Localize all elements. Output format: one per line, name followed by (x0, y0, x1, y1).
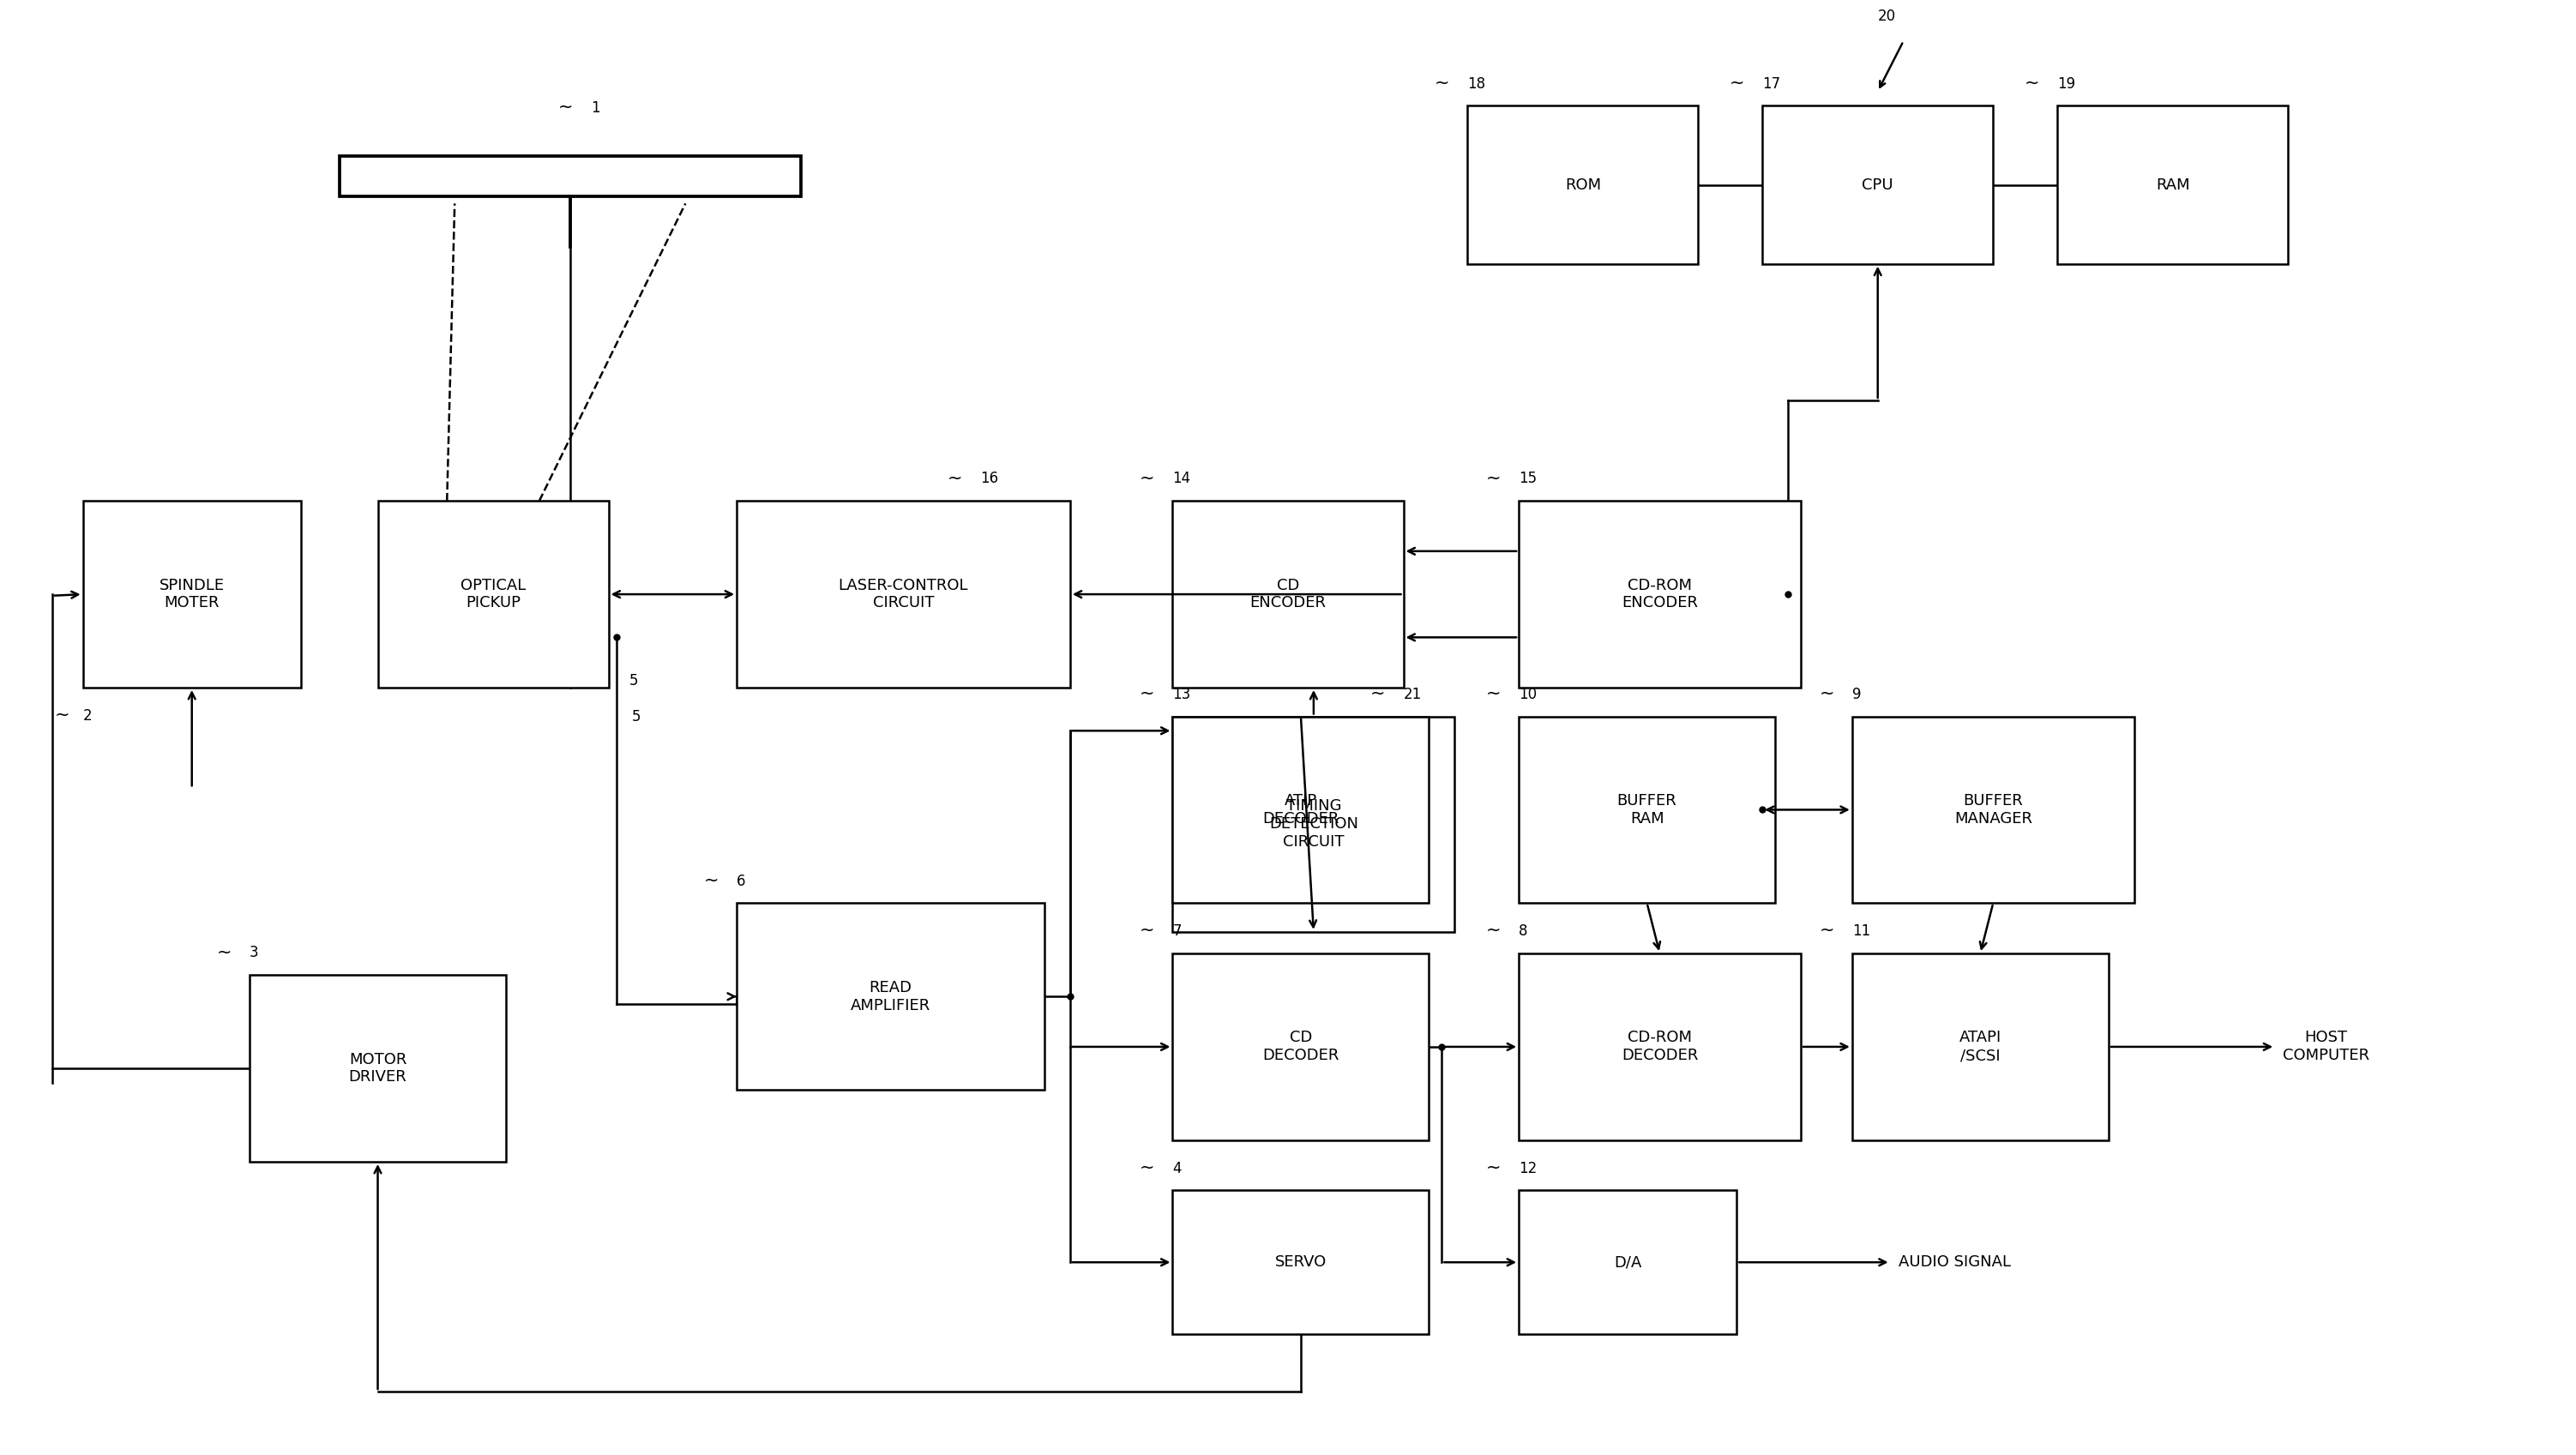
Text: ~: ~ (1139, 922, 1154, 938)
Text: 7: 7 (1172, 924, 1182, 938)
FancyBboxPatch shape (1520, 716, 1775, 904)
Text: MOTOR
DRIVER: MOTOR DRIVER (348, 1052, 407, 1085)
Text: OPTICAL
PICKUP: OPTICAL PICKUP (461, 578, 526, 611)
Text: ~: ~ (556, 99, 572, 116)
Text: 10: 10 (1520, 687, 1538, 701)
Text: AUDIO SIGNAL: AUDIO SIGNAL (1899, 1254, 2012, 1270)
Text: 3: 3 (250, 946, 258, 960)
Text: ~: ~ (1819, 685, 1834, 701)
Text: 1: 1 (590, 100, 600, 116)
FancyBboxPatch shape (82, 501, 301, 688)
Text: ~: ~ (1728, 74, 1744, 92)
Text: 11: 11 (1852, 924, 1870, 938)
FancyBboxPatch shape (1852, 953, 2110, 1141)
Text: CPU: CPU (1862, 178, 1893, 192)
FancyBboxPatch shape (1520, 501, 1801, 688)
Text: 14: 14 (1172, 471, 1190, 486)
Text: ~: ~ (216, 943, 232, 960)
Text: READ
AMPLIFIER: READ AMPLIFIER (850, 979, 930, 1013)
Text: RAM: RAM (2156, 178, 2190, 192)
FancyBboxPatch shape (1172, 1190, 1430, 1334)
Text: ~: ~ (1486, 470, 1502, 486)
Text: 5: 5 (631, 709, 641, 725)
Text: 16: 16 (981, 471, 999, 486)
FancyBboxPatch shape (1172, 953, 1430, 1141)
FancyBboxPatch shape (2058, 106, 2287, 263)
Text: ~: ~ (1819, 922, 1834, 938)
Text: SERVO: SERVO (1275, 1254, 1327, 1270)
Text: TIMING
DETECTION
CIRCUIT: TIMING DETECTION CIRCUIT (1270, 799, 1358, 850)
Text: CD
DECODER: CD DECODER (1262, 1030, 1340, 1064)
FancyBboxPatch shape (1520, 953, 1801, 1141)
Text: D/A: D/A (1613, 1254, 1641, 1270)
Text: 21: 21 (1404, 687, 1422, 701)
Text: 13: 13 (1172, 687, 1190, 701)
Text: ROM: ROM (1564, 178, 1600, 192)
FancyBboxPatch shape (1172, 716, 1430, 904)
Text: ~: ~ (948, 470, 963, 486)
Text: 18: 18 (1468, 76, 1486, 92)
FancyBboxPatch shape (1172, 716, 1455, 931)
Text: SPINDLE
MOTER: SPINDLE MOTER (160, 578, 224, 611)
FancyBboxPatch shape (737, 904, 1043, 1090)
Text: 17: 17 (1762, 76, 1780, 92)
Text: 20: 20 (1878, 9, 1896, 23)
Text: ~: ~ (1139, 1160, 1154, 1176)
Text: 15: 15 (1520, 471, 1538, 486)
Text: ~: ~ (2025, 74, 2040, 92)
FancyBboxPatch shape (1762, 106, 1994, 263)
Text: 8: 8 (1520, 924, 1528, 938)
Text: ~: ~ (1486, 685, 1502, 701)
Text: ~: ~ (1486, 922, 1502, 938)
Text: ~: ~ (1139, 470, 1154, 486)
FancyBboxPatch shape (737, 501, 1069, 688)
Text: 6: 6 (737, 873, 744, 889)
Text: CD
ENCODER: CD ENCODER (1249, 578, 1327, 611)
FancyBboxPatch shape (340, 156, 801, 196)
FancyBboxPatch shape (250, 975, 505, 1161)
Text: ~: ~ (1370, 685, 1386, 701)
Text: HOST
COMPUTER: HOST COMPUTER (2282, 1030, 2370, 1064)
Text: 2: 2 (82, 709, 93, 723)
Text: 9: 9 (1852, 687, 1860, 701)
Text: ~: ~ (1486, 1160, 1502, 1176)
Text: ~: ~ (54, 707, 70, 723)
Text: ATAPI
/SCSI: ATAPI /SCSI (1960, 1030, 2002, 1064)
Text: CD-ROM
ENCODER: CD-ROM ENCODER (1623, 578, 1698, 611)
Text: 4: 4 (1172, 1161, 1182, 1176)
FancyBboxPatch shape (1468, 106, 1698, 263)
FancyBboxPatch shape (1852, 716, 2133, 904)
Text: 12: 12 (1520, 1161, 1538, 1176)
Text: ~: ~ (703, 872, 719, 889)
FancyBboxPatch shape (1172, 501, 1404, 688)
FancyBboxPatch shape (379, 501, 608, 688)
Text: 19: 19 (2058, 76, 2076, 92)
Text: LASER-CONTROL
CIRCUIT: LASER-CONTROL CIRCUIT (837, 578, 969, 611)
Text: ATIP
DECODER: ATIP DECODER (1262, 793, 1340, 826)
Text: ~: ~ (1435, 74, 1450, 92)
Text: BUFFER
RAM: BUFFER RAM (1618, 793, 1677, 826)
FancyBboxPatch shape (1520, 1190, 1736, 1334)
Text: CD-ROM
DECODER: CD-ROM DECODER (1620, 1030, 1698, 1064)
Text: BUFFER
MANAGER: BUFFER MANAGER (1955, 793, 2032, 826)
Text: ~: ~ (1139, 685, 1154, 701)
Text: 5: 5 (629, 674, 639, 688)
